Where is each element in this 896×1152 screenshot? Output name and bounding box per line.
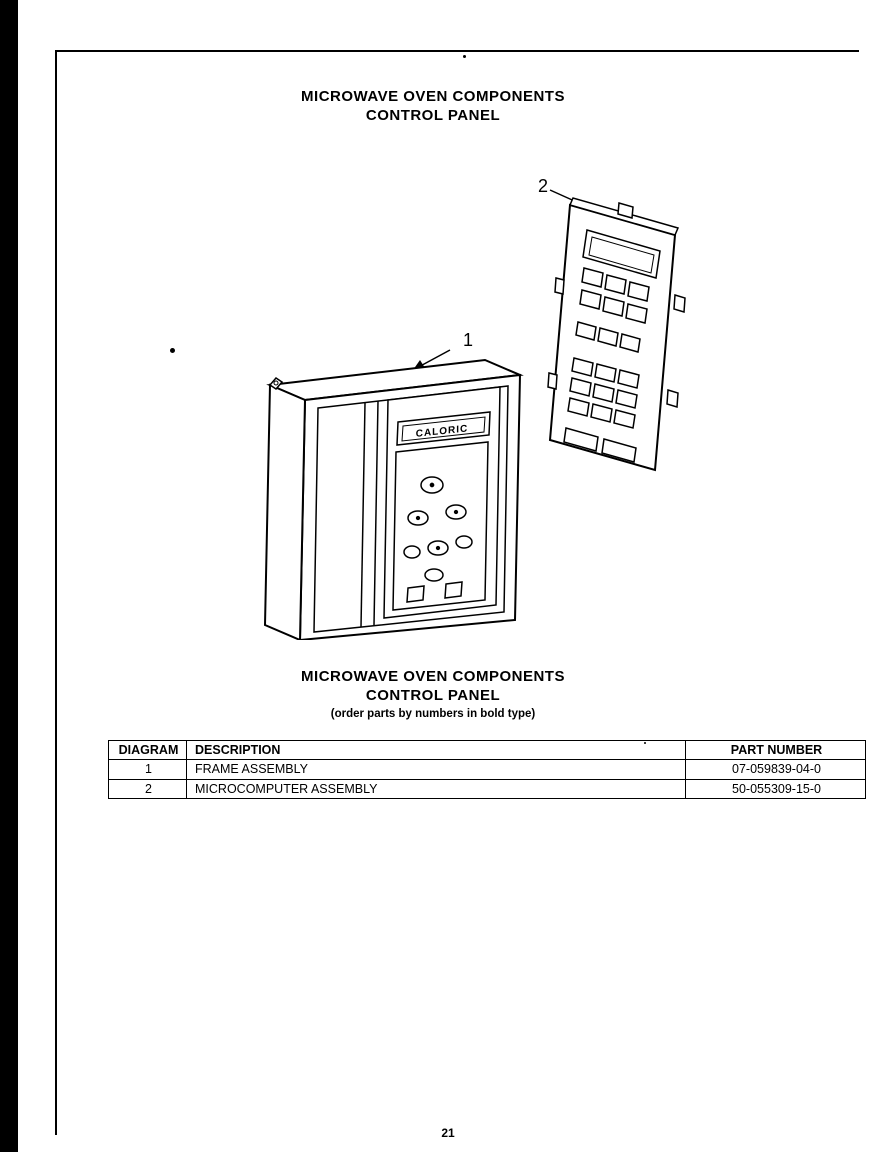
col-header-diagram: DIAGRAM: [109, 741, 187, 760]
subtitle-line-1: MICROWAVE OVEN COMPONENTS: [0, 668, 866, 687]
parts-table: DIAGRAM DESCRIPTION PART NUMBER 1 FRAME …: [108, 740, 866, 799]
frame-assembly: CALORIC: [265, 360, 520, 640]
title-line-1: MICROWAVE OVEN COMPONENTS: [0, 88, 866, 107]
title-line-2: CONTROL PANEL: [0, 107, 866, 126]
callout-2: 2: [538, 176, 548, 196]
col-header-part-number: PART NUMBER: [686, 741, 866, 760]
subtitle-block: MICROWAVE OVEN COMPONENTS CONTROL PANEL …: [0, 668, 866, 720]
callout-1: 1: [463, 330, 473, 350]
table-row: 1 FRAME ASSEMBLY 07-059839-04-0: [109, 760, 866, 779]
subtitle-note: (order parts by numbers in bold type): [0, 708, 866, 720]
microcomputer-assembly: [548, 198, 685, 470]
page-scan-edge: [0, 0, 18, 1152]
page-number: 21: [0, 1126, 896, 1140]
cell-description: MICROCOMPUTER ASSEMBLY: [187, 779, 686, 798]
col-header-description: DESCRIPTION: [187, 741, 686, 760]
cell-diagram: 2: [109, 779, 187, 798]
parts-diagram: 2: [120, 160, 760, 640]
cell-part-number: 07-059839-04-0: [686, 760, 866, 779]
table-header-row: DIAGRAM DESCRIPTION PART NUMBER: [109, 741, 866, 760]
cell-part-number: 50-055309-15-0: [686, 779, 866, 798]
cell-description: FRAME ASSEMBLY: [187, 760, 686, 779]
table-row: 2 MICROCOMPUTER ASSEMBLY 50-055309-15-0: [109, 779, 866, 798]
scan-speck: [463, 55, 466, 58]
cell-diagram: 1: [109, 760, 187, 779]
page-title-block: MICROWAVE OVEN COMPONENTS CONTROL PANEL: [0, 88, 866, 126]
subtitle-line-2: CONTROL PANEL: [0, 687, 866, 706]
